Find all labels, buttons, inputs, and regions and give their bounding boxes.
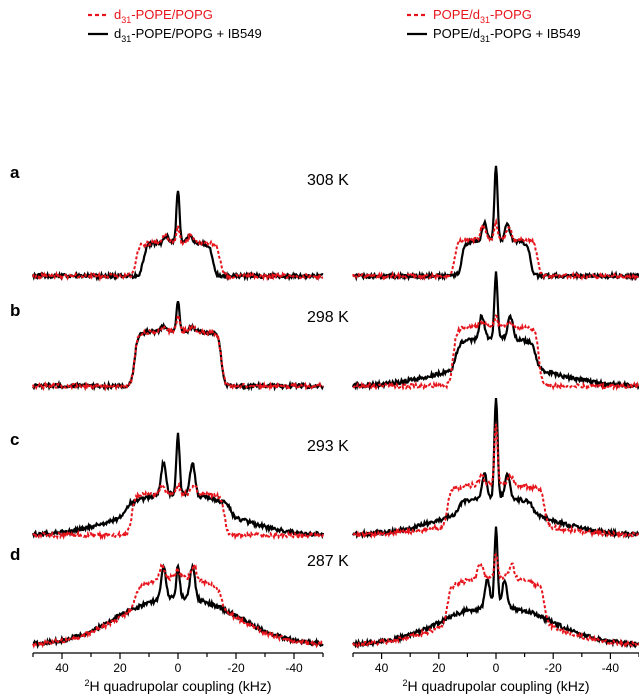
spectrum-red-col2-b bbox=[352, 313, 639, 392]
panel-letter-b: b bbox=[10, 301, 20, 320]
x-axis-title-2: 2H quadrupolar coupling (kHz) bbox=[402, 678, 589, 694]
spectrum-red-col1-b bbox=[32, 311, 324, 392]
temperature-label-d: 287 K bbox=[307, 553, 349, 570]
temperature-label-b: 298 K bbox=[307, 309, 349, 326]
x-tick-label-1-1: 40 bbox=[55, 661, 69, 675]
spectrum-red-col2-a bbox=[352, 217, 639, 282]
legend-label-1-2: d31-POPE/POPG + IB549 bbox=[114, 26, 262, 44]
x-tick-label-1-3: 0 bbox=[175, 661, 182, 675]
panel-letter-d: d bbox=[10, 545, 20, 564]
spectrum-black-col1-a bbox=[31, 190, 324, 282]
spectrum-red-col1-d bbox=[32, 561, 324, 649]
spectrum-black-col2-c bbox=[352, 398, 639, 540]
row-labels: a 308 K b 298 K c 293 K d 287 K bbox=[10, 163, 349, 570]
x-tick-label-1-5: -40 bbox=[285, 661, 303, 675]
spectrum-black-col2-b bbox=[351, 271, 639, 392]
temperature-label-c: 293 K bbox=[307, 438, 349, 455]
spectrum-red-col2-c bbox=[352, 423, 639, 539]
legend-label-2-1: POPE/d31-POPG bbox=[433, 7, 532, 25]
x-axes: 40 20 0 -20 -40 2H quadrupolar coupling (kHz)… bbox=[32, 652, 639, 694]
panel-letter-a: a bbox=[10, 163, 20, 182]
x-tick-label-2-1: 40 bbox=[375, 661, 389, 675]
legend-label-2-2: POPE/d31-POPG + IB549 bbox=[433, 26, 581, 44]
spectrum-red-col1-c bbox=[32, 481, 324, 541]
x-tick-label-2-5: -40 bbox=[602, 661, 620, 675]
x-tick-label-1-4: -20 bbox=[227, 661, 245, 675]
x-axis-title-1: 2H quadrupolar coupling (kHz) bbox=[84, 678, 271, 694]
spectrum-red-col1-a bbox=[32, 225, 324, 282]
spectrum-red-col2-d bbox=[352, 553, 639, 648]
x-tick-label-2-3: 0 bbox=[493, 661, 500, 675]
temperature-label-a: 308 K bbox=[307, 172, 349, 189]
spectrum-black-col2-d bbox=[352, 526, 639, 650]
legend-label-1-1: d31-POPE/POPG bbox=[114, 7, 213, 25]
x-tick-label-2-4: -20 bbox=[545, 661, 563, 675]
x-tick-label-1-2: 20 bbox=[113, 661, 127, 675]
panel-letter-c: c bbox=[10, 430, 19, 449]
x-tick-label-2-2: 20 bbox=[432, 661, 446, 675]
spectrum-black-col1-b bbox=[32, 301, 324, 392]
spectrum-black-col1-d bbox=[32, 562, 324, 650]
spectra-curves bbox=[31, 165, 639, 650]
spectrum-black-col1-c bbox=[31, 432, 325, 540]
